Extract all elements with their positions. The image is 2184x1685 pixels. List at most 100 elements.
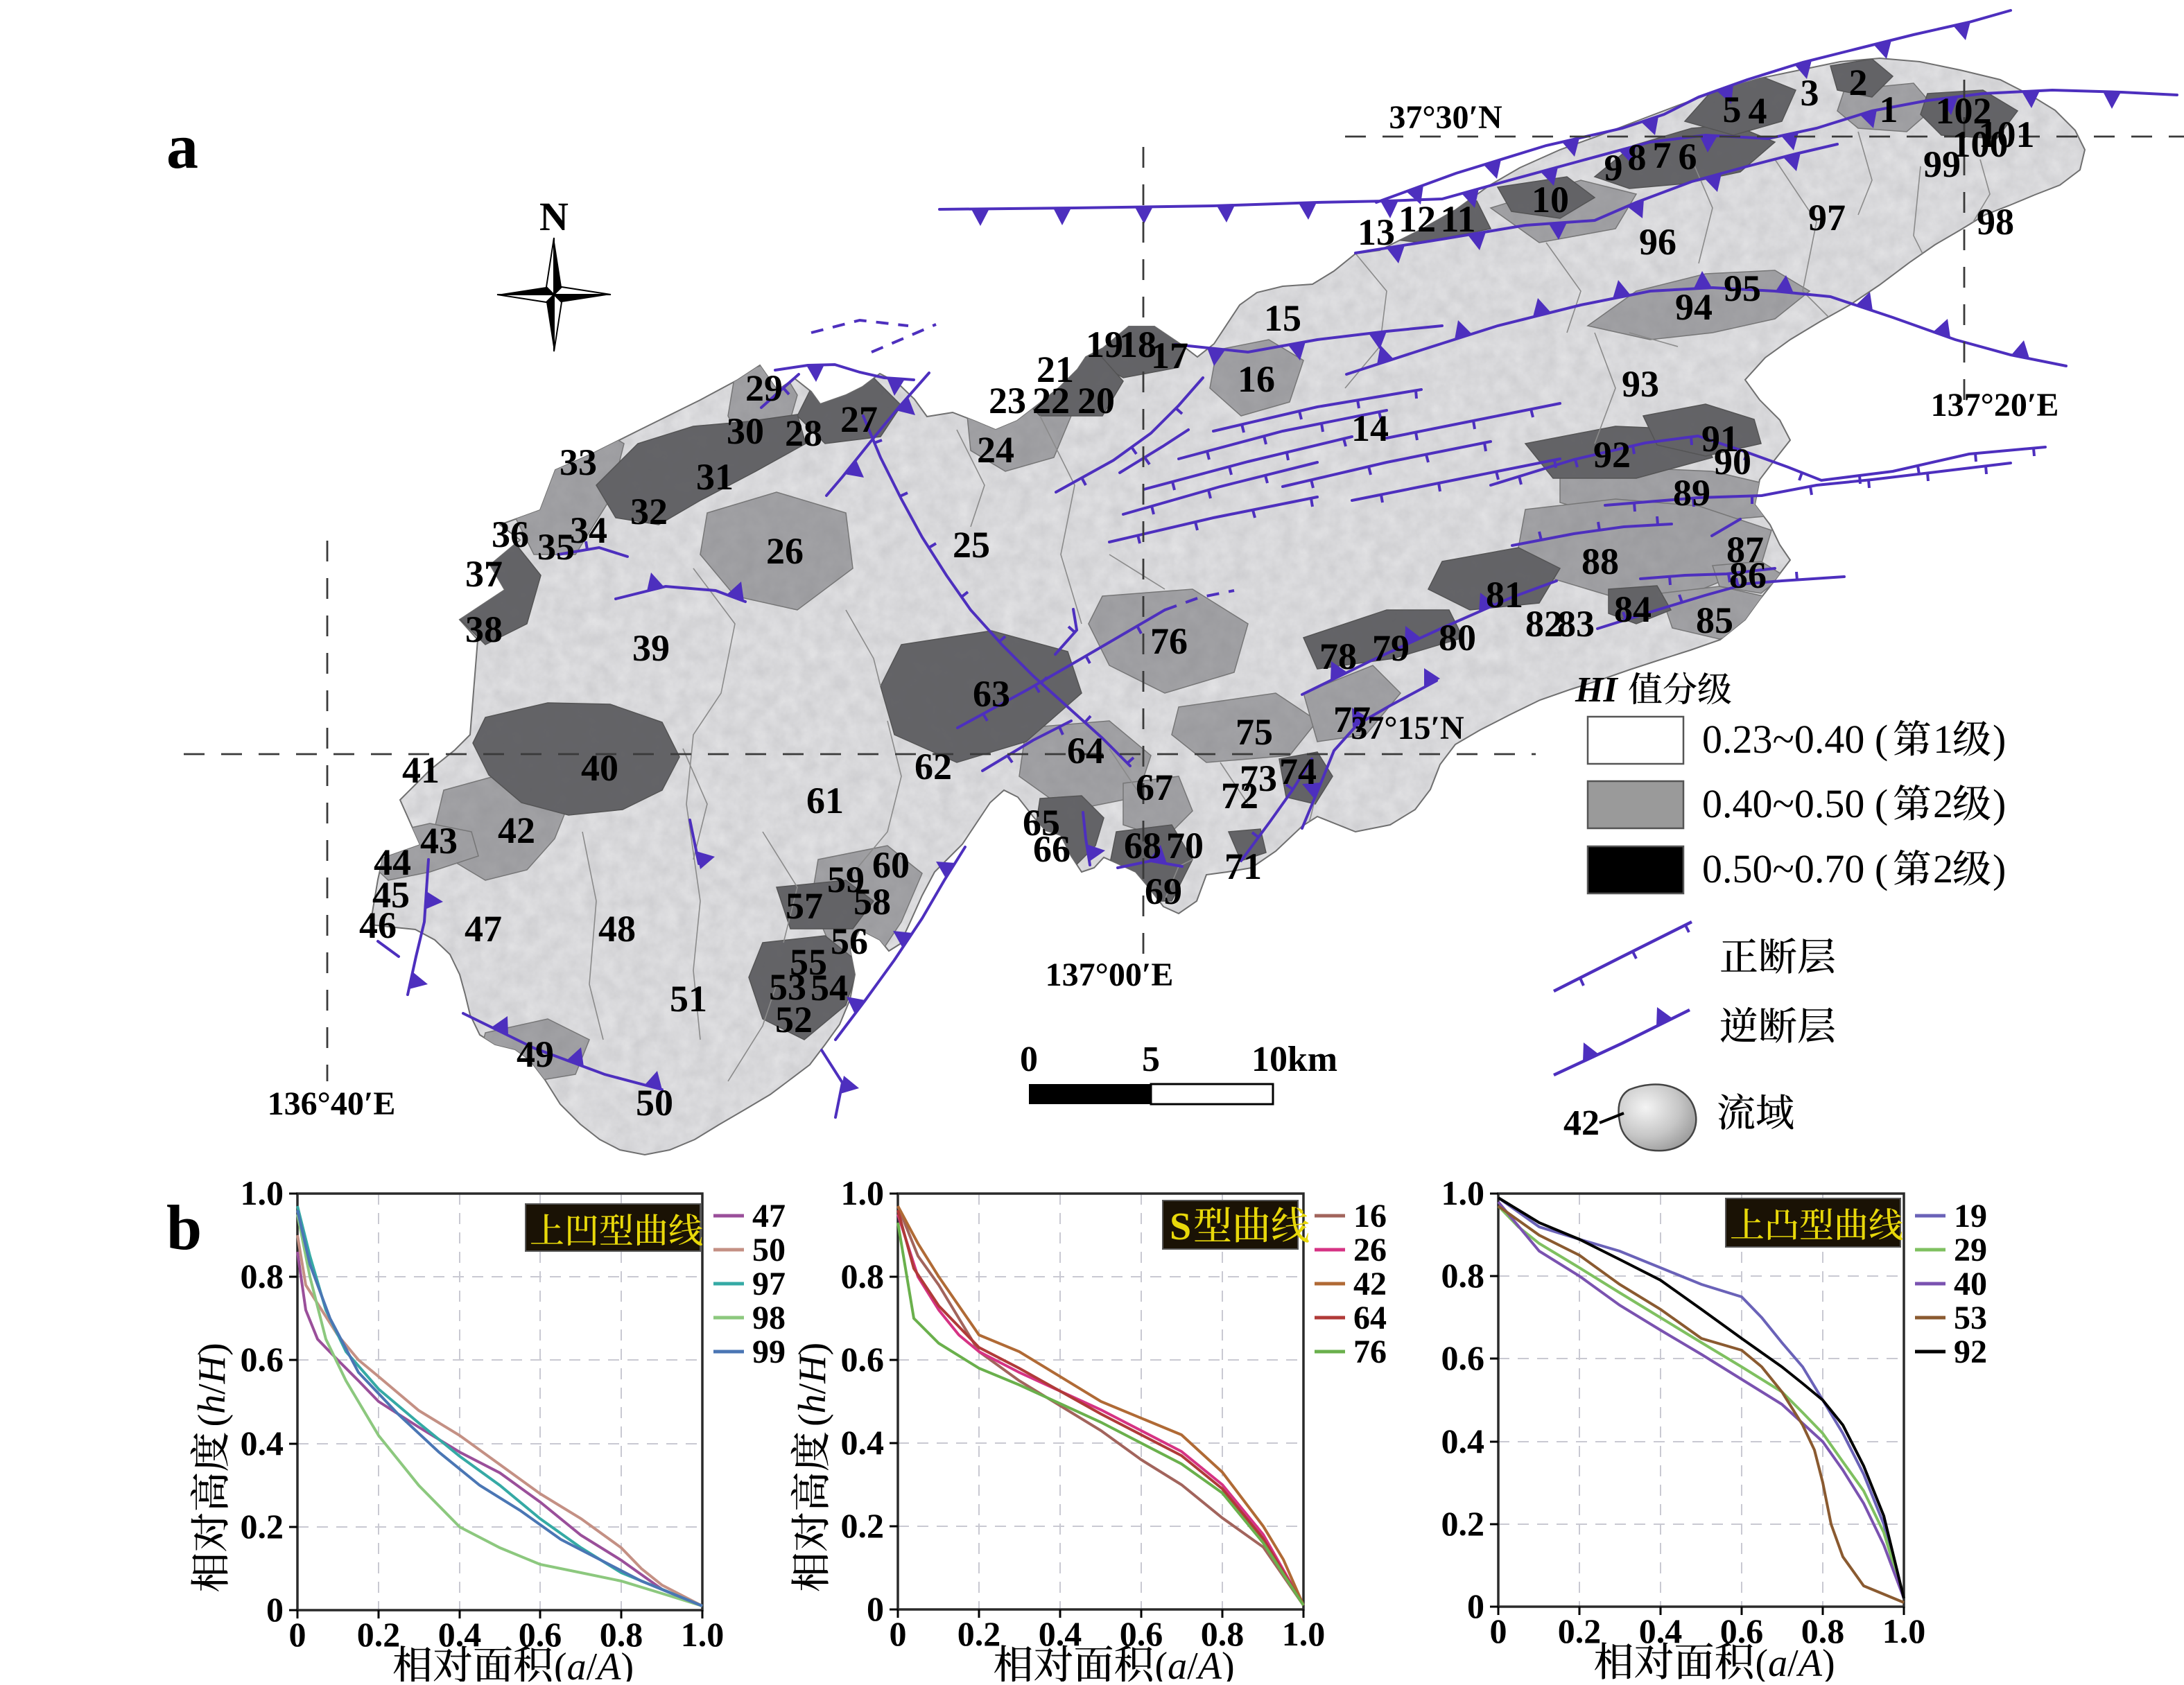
svg-text:73: 73	[1240, 758, 1277, 799]
svg-text:40: 40	[581, 747, 618, 789]
svg-text:50: 50	[752, 1232, 786, 1268]
svg-text:13: 13	[1358, 211, 1395, 253]
svg-text:33: 33	[560, 442, 597, 483]
svg-text:19: 19	[1954, 1198, 1987, 1234]
svg-text:55: 55	[790, 941, 827, 983]
svg-text:N: N	[539, 194, 569, 239]
svg-text:19: 19	[1086, 324, 1123, 365]
svg-text:a: a	[166, 111, 198, 182]
svg-text:49: 49	[517, 1033, 554, 1075]
svg-text:1.0: 1.0	[1282, 1614, 1326, 1653]
svg-text:28: 28	[785, 412, 822, 454]
svg-text:58: 58	[853, 881, 891, 923]
svg-text:42: 42	[498, 810, 535, 851]
svg-text:2: 2	[1933, 781, 1953, 826]
svg-text:1.0: 1.0	[1441, 1173, 1485, 1212]
svg-text:42: 42	[1353, 1266, 1387, 1302]
svg-text:48: 48	[598, 908, 636, 950]
svg-text:56: 56	[831, 920, 868, 962]
svg-text:40: 40	[1954, 1266, 1987, 1302]
svg-text:29: 29	[745, 367, 783, 409]
svg-text:): )	[1993, 717, 2006, 762]
svg-text:0.4: 0.4	[438, 1615, 482, 1654]
svg-text:0.23~0.40 (: 0.23~0.40 (	[1702, 717, 1888, 762]
svg-text:14: 14	[1351, 408, 1389, 449]
svg-text:34: 34	[570, 509, 607, 551]
svg-text:0.2: 0.2	[1441, 1504, 1485, 1543]
svg-text:0.8: 0.8	[1801, 1612, 1845, 1650]
svg-text:0.2: 0.2	[357, 1615, 401, 1654]
svg-text:(h/H): (h/H)	[191, 1343, 234, 1426]
svg-text:23: 23	[989, 380, 1026, 421]
svg-text:20: 20	[1077, 380, 1115, 421]
svg-text:137°20′E: 137°20′E	[1931, 387, 2059, 424]
svg-text:6: 6	[1679, 136, 1697, 177]
svg-text:47: 47	[465, 908, 502, 950]
svg-text:37°15′N: 37°15′N	[1351, 710, 1464, 747]
svg-text:S: S	[1170, 1205, 1191, 1248]
svg-text:2: 2	[1933, 846, 1953, 891]
svg-text:79: 79	[1372, 627, 1410, 669]
svg-text:38: 38	[465, 609, 503, 650]
svg-text:43: 43	[420, 820, 458, 862]
svg-text:2: 2	[1849, 62, 1868, 103]
svg-text:89: 89	[1673, 472, 1710, 514]
svg-text:75: 75	[1236, 711, 1273, 753]
svg-text:98: 98	[1977, 201, 2014, 243]
svg-text:0.2: 0.2	[957, 1614, 1001, 1653]
svg-text:km: km	[1288, 1040, 1337, 1079]
svg-text:): )	[1993, 781, 2006, 826]
svg-text:99: 99	[1923, 143, 1961, 185]
svg-text:10: 10	[1532, 179, 1569, 220]
svg-text:22: 22	[1032, 380, 1070, 421]
svg-text:69: 69	[1145, 871, 1182, 912]
svg-text:53: 53	[769, 966, 806, 1008]
svg-text:93: 93	[1622, 363, 1659, 405]
svg-text:0.8: 0.8	[841, 1257, 885, 1295]
svg-text:52: 52	[775, 999, 813, 1040]
svg-text:0.4: 0.4	[241, 1424, 284, 1463]
svg-text:0.50~0.70 (: 0.50~0.70 (	[1702, 846, 1888, 891]
svg-text:97: 97	[752, 1266, 786, 1302]
svg-text:HI: HI	[1575, 670, 1618, 710]
svg-text:0.8: 0.8	[600, 1615, 643, 1654]
svg-text:(a/A): (a/A)	[554, 1645, 634, 1682]
svg-text:0: 0	[867, 1589, 884, 1628]
svg-text:0.2: 0.2	[841, 1506, 885, 1545]
svg-text:37: 37	[465, 553, 503, 595]
svg-text:94: 94	[1675, 286, 1713, 328]
svg-text:0.6: 0.6	[241, 1340, 284, 1379]
svg-text:85: 85	[1696, 600, 1733, 641]
svg-text:71: 71	[1224, 846, 1262, 887]
svg-text:0.8: 0.8	[1201, 1614, 1245, 1653]
svg-text:0.6: 0.6	[841, 1340, 885, 1379]
svg-text:0.40~0.50 (: 0.40~0.50 (	[1702, 781, 1888, 826]
svg-text:77: 77	[1333, 699, 1371, 740]
svg-text:53: 53	[1954, 1300, 1987, 1336]
svg-text:24: 24	[977, 429, 1014, 471]
svg-text:(a/A): (a/A)	[1756, 1642, 1835, 1682]
svg-text:31: 31	[696, 456, 734, 498]
svg-text:76: 76	[1150, 620, 1188, 662]
svg-text:27: 27	[840, 399, 878, 440]
svg-text:80: 80	[1439, 617, 1476, 658]
svg-text:83: 83	[1557, 603, 1595, 645]
svg-text:54: 54	[811, 967, 848, 1009]
svg-text:90: 90	[1714, 441, 1751, 482]
svg-text:70: 70	[1166, 825, 1204, 866]
svg-text:26: 26	[1353, 1232, 1387, 1268]
svg-text:1: 1	[1933, 717, 1953, 762]
svg-text:17: 17	[1151, 335, 1188, 376]
svg-text:136°40′E: 136°40′E	[268, 1085, 396, 1122]
svg-text:67: 67	[1136, 767, 1173, 808]
svg-text:44: 44	[374, 841, 411, 883]
svg-text:10: 10	[1251, 1040, 1288, 1079]
svg-text:102: 102	[1936, 90, 1992, 132]
svg-text:100: 100	[1952, 123, 2009, 165]
svg-text:0.4: 0.4	[1039, 1614, 1082, 1653]
svg-text:12: 12	[1398, 198, 1436, 240]
svg-text:84: 84	[1614, 588, 1652, 630]
svg-text:0: 0	[1020, 1040, 1038, 1079]
svg-text:0: 0	[890, 1614, 907, 1653]
svg-text:3: 3	[1801, 72, 1819, 114]
